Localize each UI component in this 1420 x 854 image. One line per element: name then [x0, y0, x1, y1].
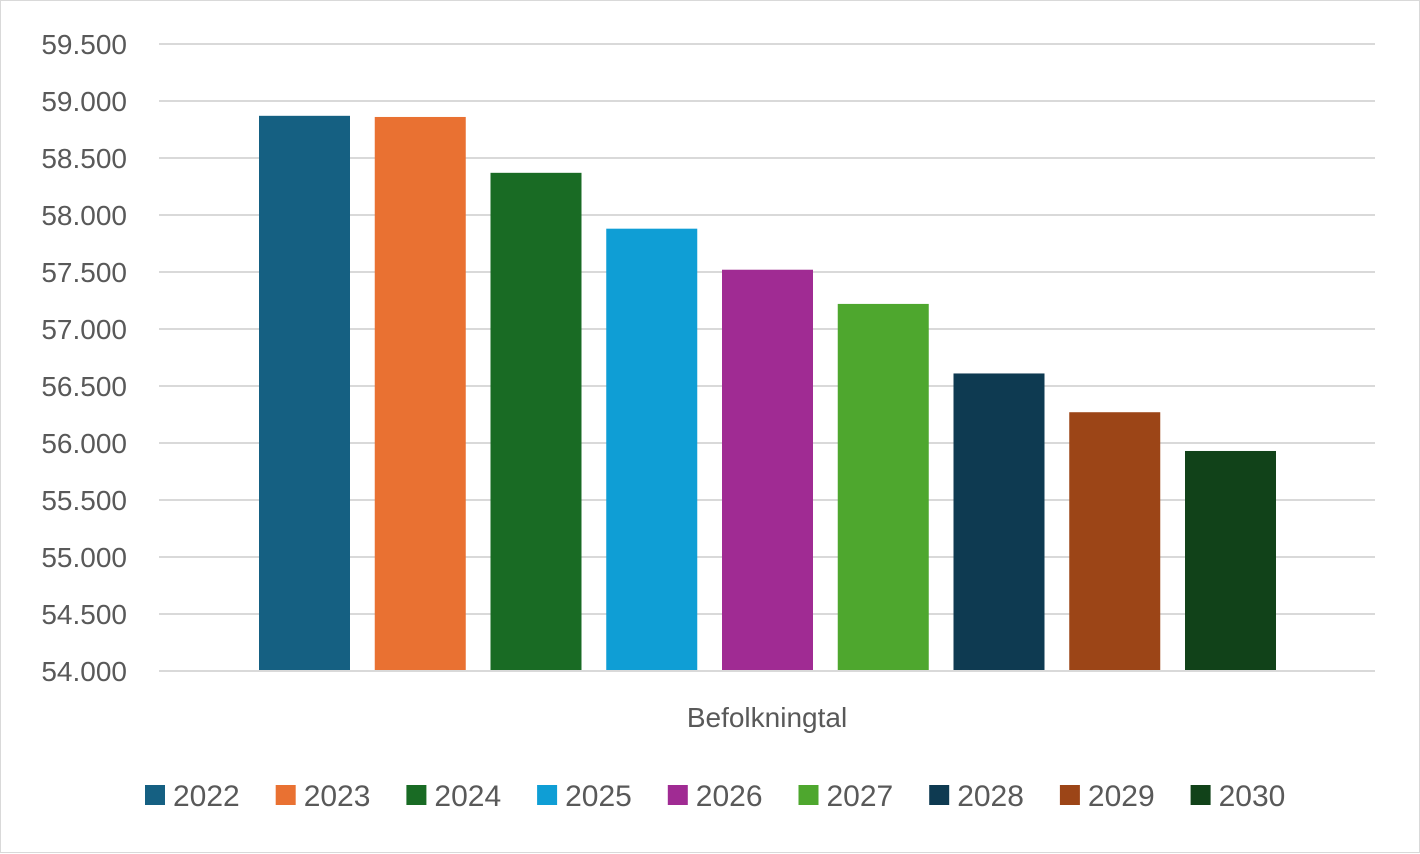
y-tick-label: 56.500: [41, 371, 127, 402]
legend-swatch-2029: [1059, 785, 1080, 805]
y-tick-label: 54.500: [41, 599, 127, 630]
y-tick-label: 55.500: [41, 485, 127, 516]
legend-swatch-2024: [406, 785, 427, 805]
legend-swatch-2025: [537, 785, 558, 805]
category-label: Befolkningtal: [687, 702, 847, 733]
bars: [259, 115, 1276, 671]
y-tick-label: 59.500: [41, 29, 127, 60]
legend-swatch-2023: [275, 785, 296, 805]
legend-label-2022: 2022: [173, 780, 240, 813]
legend-swatch-2027: [798, 785, 819, 805]
y-tick-label: 58.000: [41, 200, 127, 231]
bar-2022: [259, 115, 350, 671]
legend-label-2025: 2025: [565, 780, 632, 813]
legend-label-2028: 2028: [957, 780, 1024, 813]
legend-label-2023: 2023: [304, 780, 371, 813]
y-tick-label: 56.000: [41, 428, 127, 459]
bar-2030: [1185, 450, 1276, 671]
legend-swatch-2030: [1190, 785, 1211, 805]
y-tick-label: 54.000: [41, 656, 127, 687]
legend-label-2030: 2030: [1219, 780, 1286, 813]
bar-2025: [606, 228, 698, 671]
bar-2023: [374, 116, 466, 671]
bar-2028: [953, 373, 1045, 671]
bar-2024: [490, 172, 582, 671]
legend: 2022 2023 2024 2025 2026 2027 2028 2029 2030: [145, 780, 1285, 813]
legend-label-2029: 2029: [1088, 780, 1155, 813]
y-tick-label: 55.000: [41, 542, 127, 573]
y-tick-label: 59.000: [41, 86, 127, 117]
y-tick-label: 57.000: [41, 314, 127, 345]
y-axis-tick-labels: 54.000 54.500 55.000 55.500 56.000 56.500 57.0…: [41, 29, 127, 687]
legend-swatch-2022: [145, 785, 165, 805]
bar-2029: [1069, 412, 1161, 671]
bar-2026: [722, 269, 813, 671]
bar-2027: [837, 303, 929, 671]
legend-swatch-2028: [929, 785, 950, 805]
y-tick-label: 58.500: [41, 143, 127, 174]
legend-swatch-2026: [667, 785, 688, 805]
legend-label-2027: 2027: [827, 780, 894, 813]
y-tick-label: 57.500: [41, 257, 127, 288]
legend-label-2024: 2024: [434, 780, 501, 813]
legend-label-2026: 2026: [696, 780, 763, 813]
